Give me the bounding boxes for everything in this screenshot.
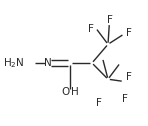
Text: F: F: [107, 15, 112, 25]
Text: H: H: [71, 87, 79, 97]
Text: F: F: [96, 99, 102, 108]
Text: N: N: [44, 58, 52, 68]
Text: F: F: [126, 28, 132, 38]
Text: H$_2$N: H$_2$N: [3, 56, 25, 70]
Text: O: O: [61, 87, 69, 97]
Text: F: F: [88, 24, 94, 34]
Text: F: F: [122, 93, 128, 104]
Text: F: F: [126, 72, 132, 82]
